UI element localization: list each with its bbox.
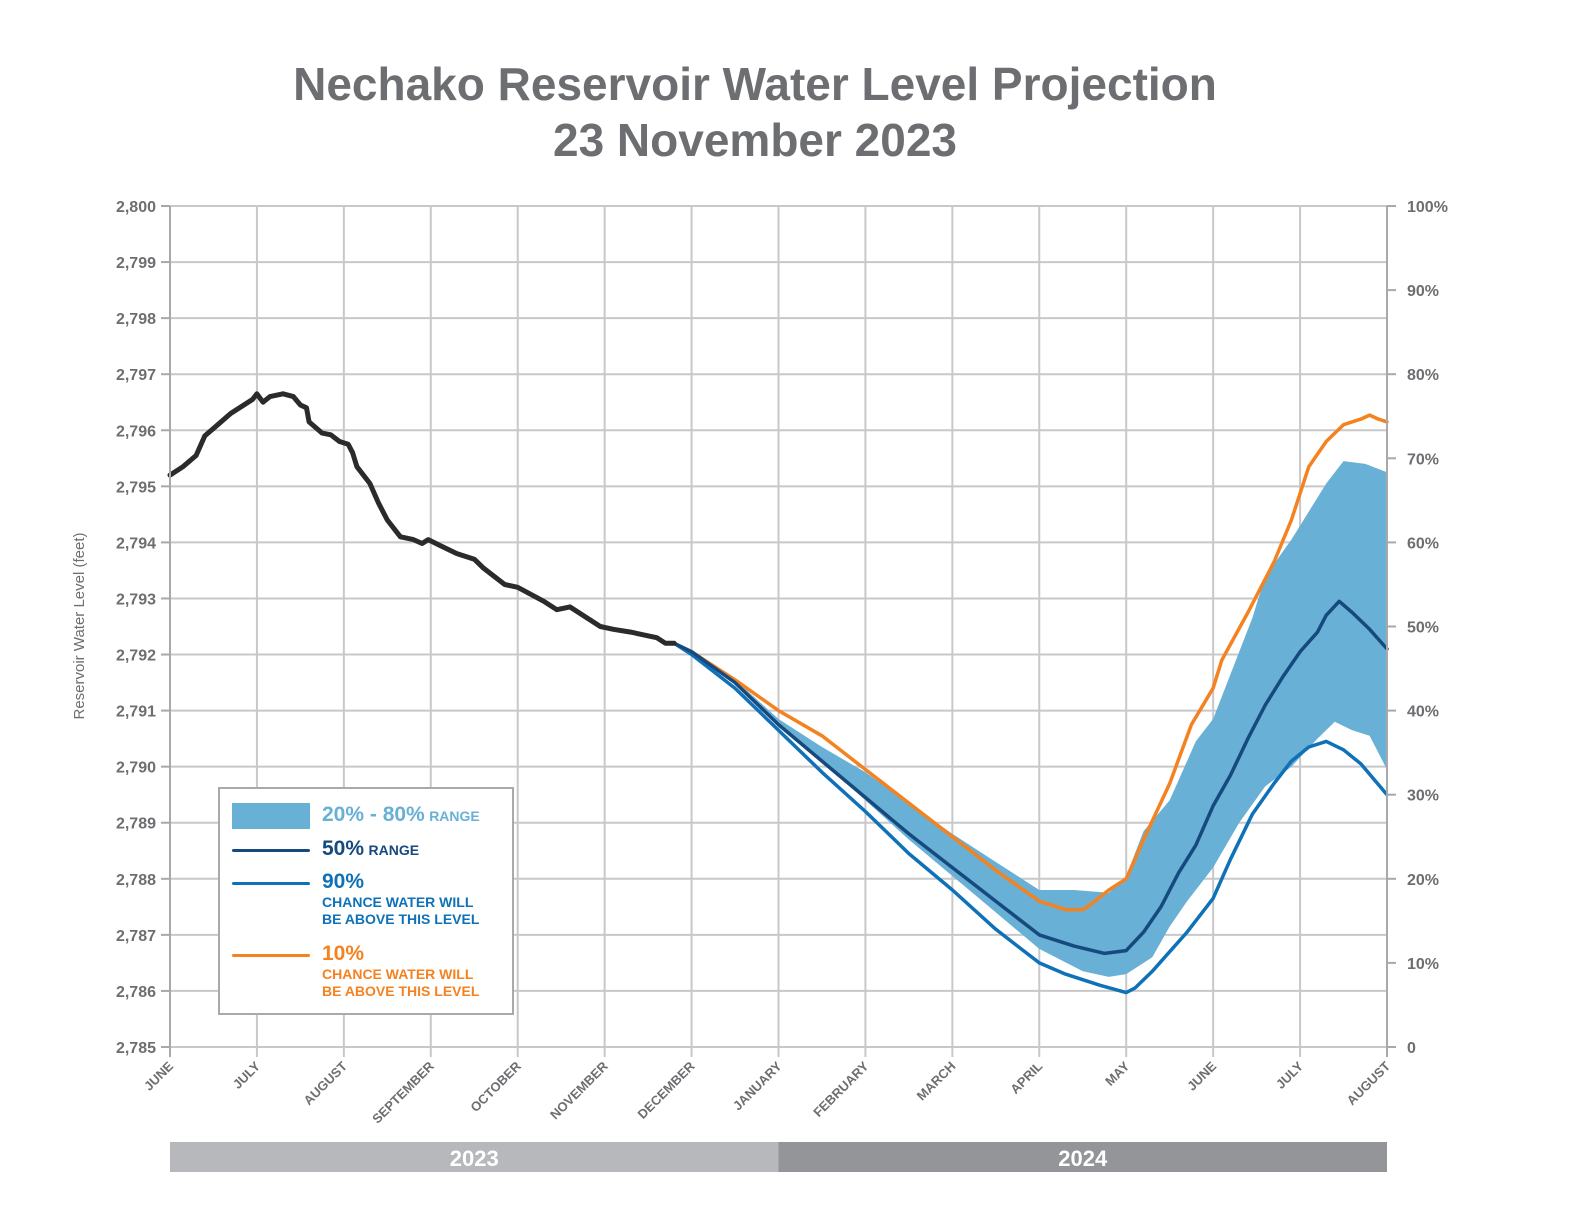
y2-tick-label: 90% — [1407, 283, 1439, 300]
series-line-p90 — [672, 641, 1389, 995]
y2-tick-label: 70% — [1407, 451, 1439, 468]
y-tick-label: 2,799 — [116, 255, 156, 272]
y-tick-label: 2,798 — [116, 311, 156, 328]
x-tick-label: JULY — [1273, 1058, 1306, 1091]
y2-tick-label: 50% — [1407, 620, 1439, 637]
y2-tick-label: 30% — [1407, 788, 1439, 805]
y-tick-label: 2,787 — [116, 928, 156, 945]
legend-p50-percent: 50% — [322, 837, 365, 860]
x-tick-label: JUNE — [141, 1058, 176, 1093]
x-tick-label: DECEMBER — [634, 1058, 698, 1122]
year-bar: 2023 2024 — [170, 1142, 1387, 1172]
legend-p90-line1: CHANCE WATER WILL — [322, 894, 474, 910]
p90-swatch — [232, 882, 310, 885]
y-tick-label: 2,795 — [116, 479, 156, 496]
y-axis-title: Reservoir Water Level (feet) — [71, 532, 88, 719]
legend-band-suffix: RANGE — [429, 808, 480, 824]
y-tick-label: 2,791 — [116, 704, 156, 721]
y-tick-label: 2,785 — [116, 1040, 156, 1057]
x-tick-label: APRIL — [1007, 1058, 1045, 1096]
legend-p10-percent: 10% — [322, 942, 365, 965]
y2-tick-label: 20% — [1407, 872, 1439, 889]
y2-tick-label: 40% — [1407, 704, 1439, 721]
y-tick-label: 2,800 — [116, 199, 156, 216]
range-band-layer — [735, 461, 1387, 977]
x-tick-label: MARCH — [914, 1059, 959, 1104]
p50-swatch — [232, 849, 310, 852]
series-line-p50 — [672, 599, 1389, 956]
x-tick-label: NOVEMBER — [547, 1058, 611, 1122]
year-label: 2024 — [1058, 1146, 1108, 1171]
series-line-p10 — [672, 413, 1389, 912]
x-tick-label: JANUARY — [730, 1058, 785, 1113]
y-tick-label: 2,797 — [116, 367, 156, 384]
y2-tick-label: 10% — [1407, 956, 1439, 973]
y-tick-label: 2,794 — [116, 535, 156, 552]
p10-swatch — [232, 954, 310, 957]
x-tick-label: JUNE — [1184, 1058, 1219, 1093]
x-tick-label: MAY — [1102, 1058, 1132, 1088]
y-tick-label: 2,790 — [116, 760, 156, 777]
y-tick-label: 2,789 — [116, 816, 156, 833]
y-tick-label: 2,792 — [116, 648, 156, 665]
series-line-historical — [167, 391, 677, 646]
y-tick-label: 2,796 — [116, 423, 156, 440]
y-tick-label: 2,793 — [116, 591, 156, 608]
x-tick-label: JULY — [230, 1058, 263, 1091]
range-band-20-80 — [735, 461, 1387, 977]
x-tick-label: SEPTEMBER — [369, 1058, 437, 1126]
legend-p90-percent: 90% — [322, 870, 365, 893]
x-tick-label: AUGUST — [1344, 1058, 1393, 1107]
legend: 20% - 80% RANGE 50% RANGE 90% CHANCE WAT… — [218, 787, 514, 1015]
y-tick-label: 2,786 — [116, 984, 156, 1001]
x-tick-label: OCTOBER — [467, 1058, 524, 1115]
year-label: 2023 — [450, 1146, 499, 1171]
series-lines — [167, 391, 1389, 995]
band-swatch — [232, 803, 310, 829]
legend-p10-line1: CHANCE WATER WILL — [322, 966, 474, 982]
year-segment-2024 — [778, 1142, 1387, 1172]
y2-tick-label: 100% — [1407, 199, 1448, 216]
chart-title-date: 23 November 2023 — [552, 114, 958, 166]
y2-tick-label: 60% — [1407, 535, 1439, 552]
legend-p90-line2: BE ABOVE THIS LEVEL — [322, 911, 480, 927]
legend-p10-line2: BE ABOVE THIS LEVEL — [322, 983, 480, 999]
y-tick-label: 2,788 — [116, 872, 156, 889]
x-tick-label: FEBRUARY — [810, 1058, 872, 1120]
chart-title-line1: Nechako Reservoir Water Level Projection — [293, 58, 1217, 110]
year-segment-2023 — [170, 1142, 779, 1172]
y2-tick-label: 0 — [1407, 1040, 1416, 1057]
y2-tick-label: 80% — [1407, 367, 1439, 384]
legend-p50-suffix: RANGE — [368, 842, 420, 858]
legend-band-percent: 20% - 80% — [322, 803, 425, 826]
x-tick-label: AUGUST — [301, 1058, 350, 1107]
